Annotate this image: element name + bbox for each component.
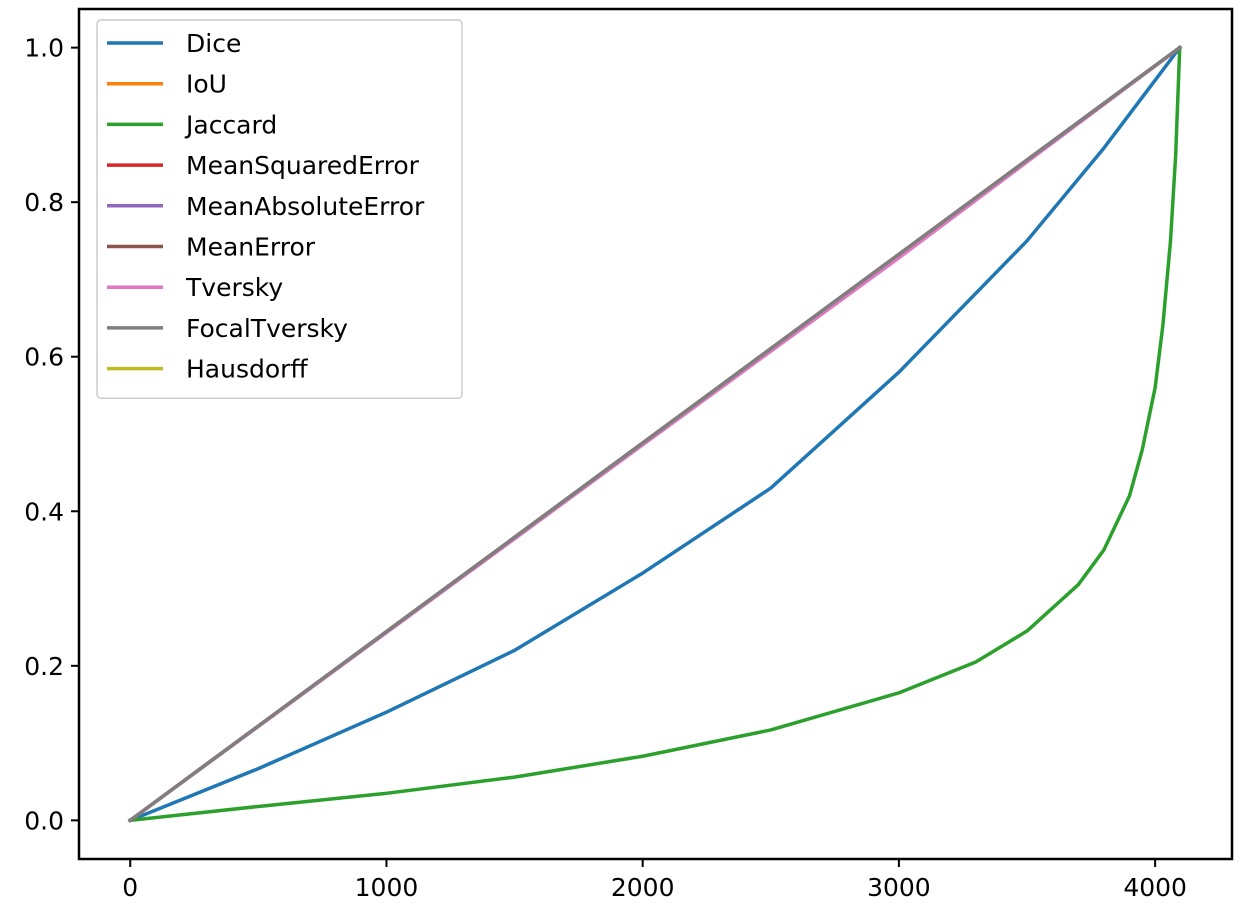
- legend-label-hausdorff: Hausdorff: [186, 355, 308, 384]
- legend-label-tversky: Tversky: [185, 273, 283, 302]
- y-tick-label: 0.8: [24, 188, 64, 217]
- x-tick-label: 2000: [611, 873, 675, 902]
- legend-label-meanabsoluteerror: MeanAbsoluteError: [186, 192, 425, 221]
- y-tick-label: 0.6: [24, 343, 64, 372]
- y-tick-label: 0.4: [24, 497, 64, 526]
- legend-label-focaltversky: FocalTversky: [186, 314, 348, 343]
- legend-label-jaccard: Jaccard: [184, 110, 277, 139]
- x-tick-label: 4000: [1123, 873, 1187, 902]
- x-tick-label: 3000: [867, 873, 931, 902]
- legend-label-iou: IoU: [186, 70, 227, 99]
- series-line-dice: [127, 45, 1183, 823]
- y-tick-label: 1.0: [24, 34, 64, 63]
- axes-frame: [77, 7, 1234, 861]
- y-tick-label: 0.0: [24, 806, 64, 835]
- y-tick-label: 0.2: [24, 652, 64, 681]
- legend: Dice IoU Jaccard MeanSquaredError MeanAbsolu…: [96, 19, 463, 400]
- legend-box: [96, 19, 463, 400]
- legend-label-dice: Dice: [186, 29, 241, 58]
- legend-label-meansquarederror: MeanSquaredError: [186, 151, 420, 180]
- legend-label-meanerror: MeanError: [186, 233, 316, 262]
- x-tick-label: 0: [122, 873, 138, 902]
- x-tick-label: 1000: [355, 873, 419, 902]
- series-line-focaltversky: [127, 45, 1183, 823]
- axes-layer: 0 1000 2000 3000 4000 0.0 0.2 0.4 0.6 0.8 1.0: [24, 7, 1234, 902]
- series-line-jaccard: [128, 45, 1182, 823]
- series-layer: [127, 45, 1183, 823]
